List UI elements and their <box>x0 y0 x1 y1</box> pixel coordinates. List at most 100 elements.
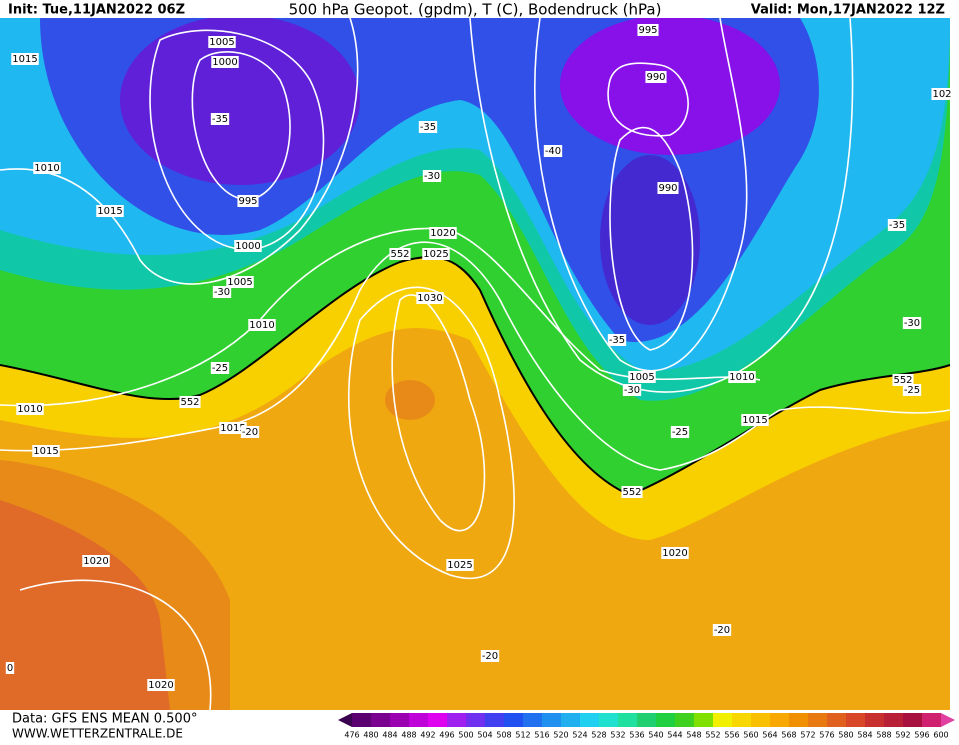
colorbar-label: 476 <box>344 731 359 740</box>
colorbar-box <box>580 713 599 727</box>
contour-label: 1020 <box>148 680 173 691</box>
colorbar-label: 548 <box>686 731 701 740</box>
colorbar-label: 492 <box>420 731 435 740</box>
contour-label: -25 <box>904 385 920 396</box>
contour-label-bg <box>179 396 201 408</box>
contour-label: 1025 <box>447 560 472 571</box>
colorbar-label: 508 <box>496 731 511 740</box>
contour-label-bg <box>16 403 44 415</box>
contour-label-bg <box>670 426 690 438</box>
contour-label: -35 <box>212 114 228 125</box>
contour-label-bg <box>208 36 236 48</box>
colorbar-box <box>523 713 542 727</box>
contour-label-bg <box>887 219 907 231</box>
contour-label-bg <box>543 145 563 157</box>
contour-label: -30 <box>624 385 640 396</box>
contour-label-bg <box>622 384 642 396</box>
colorbar-label: 580 <box>838 731 853 740</box>
contour-label: 1010 <box>34 163 59 174</box>
contour-label: -35 <box>609 335 625 346</box>
contour-label: 1000 <box>235 241 260 252</box>
colorbar-box <box>466 713 485 727</box>
colorbar-label: 504 <box>477 731 492 740</box>
contour-label-bg <box>418 121 438 133</box>
contour-label-bg <box>82 555 110 567</box>
contour-label: 1000 <box>212 57 237 68</box>
contour-label-bg <box>226 276 254 288</box>
colorbar-label: 576 <box>819 731 834 740</box>
colorbar-box <box>865 713 884 727</box>
contour-label: 552 <box>390 249 409 260</box>
colorbar-box <box>447 713 466 727</box>
contour-label: -30 <box>424 171 440 182</box>
contour-label: 1030 <box>417 293 442 304</box>
colorbar-label: 480 <box>363 731 378 740</box>
purple-area <box>120 15 360 185</box>
contour-label: -20 <box>714 625 730 636</box>
contour-label-bg <box>210 362 230 374</box>
contour-label-bg <box>480 650 500 662</box>
contour-label-bg <box>741 414 769 426</box>
contour-label-bg <box>645 71 667 83</box>
contour-label: 1020 <box>430 228 455 239</box>
contour-label-bg <box>219 422 247 434</box>
contour-label-bg <box>607 334 627 346</box>
colorbar: 476 480 484 488 492 496 500 504 508 512 516 520 524 5… <box>338 713 955 740</box>
colorbar-box <box>504 713 523 727</box>
website: WWW.WETTERZENTRALE.DE <box>12 727 183 741</box>
colorbar-box <box>409 713 428 727</box>
contour-label: 1010 <box>17 404 42 415</box>
colorbar-box <box>637 713 656 727</box>
colorbar-box <box>675 713 694 727</box>
contour-label: 1015 <box>97 206 122 217</box>
contour-label-bg <box>902 384 922 396</box>
colorbar-label: 540 <box>648 731 663 740</box>
contour-label-bg <box>240 426 260 438</box>
colorbar-box <box>808 713 827 727</box>
colorbar-label: 588 <box>876 731 891 740</box>
contour-label-bg <box>429 227 457 239</box>
contour-label: -40 <box>545 146 561 157</box>
contour-label-bg <box>389 248 411 260</box>
contour-label: -25 <box>212 363 228 374</box>
contour-label-bg <box>210 113 230 125</box>
contour-label: 1025 <box>423 249 448 260</box>
contour-label: 1020 <box>83 556 108 567</box>
contour-label: 990 <box>658 183 677 194</box>
colorbar-label: 564 <box>762 731 777 740</box>
contour-label-bg <box>892 374 914 386</box>
contour-label-bg <box>147 679 175 691</box>
data-source: Data: GFS ENS MEAN 0.500° <box>12 712 197 727</box>
contour-label-bg <box>237 195 259 207</box>
contour-label-bg <box>902 317 922 329</box>
red-orange-area <box>0 500 170 710</box>
contour-label: -25 <box>672 427 688 438</box>
contour-label: -35 <box>420 122 436 133</box>
colorbar-label: 500 <box>458 731 473 740</box>
colorbar-box <box>827 713 846 727</box>
contour-label: -30 <box>904 318 920 329</box>
colorbar-box <box>770 713 789 727</box>
contour-label-bg <box>621 486 643 498</box>
colorbar-box <box>903 713 922 727</box>
contour-label-bg <box>728 371 756 383</box>
contour-label: 552 <box>622 487 641 498</box>
colorbar-box <box>713 713 732 727</box>
contour-label: 1010 <box>249 320 274 331</box>
colorbar-box <box>390 713 409 727</box>
colorbar-label: 524 <box>572 731 587 740</box>
colorbar-box <box>694 713 713 727</box>
contour-labels: 100510001015-359951010101510001005-30101… <box>5 24 953 691</box>
contour-label-bg <box>422 170 442 182</box>
colorbar-label: 536 <box>629 731 644 740</box>
contour-label: 102 <box>932 89 951 100</box>
contour-label-bg <box>416 292 444 304</box>
contour-label-bg <box>96 205 124 217</box>
colorbar-box <box>599 713 618 727</box>
contour-label: 0 <box>7 663 13 674</box>
colorbar-box <box>884 713 903 727</box>
contour-label-bg <box>11 53 39 65</box>
colorbar-label: 532 <box>610 731 625 740</box>
contour-label: -30 <box>214 287 230 298</box>
colorbar-label: 584 <box>857 731 872 740</box>
